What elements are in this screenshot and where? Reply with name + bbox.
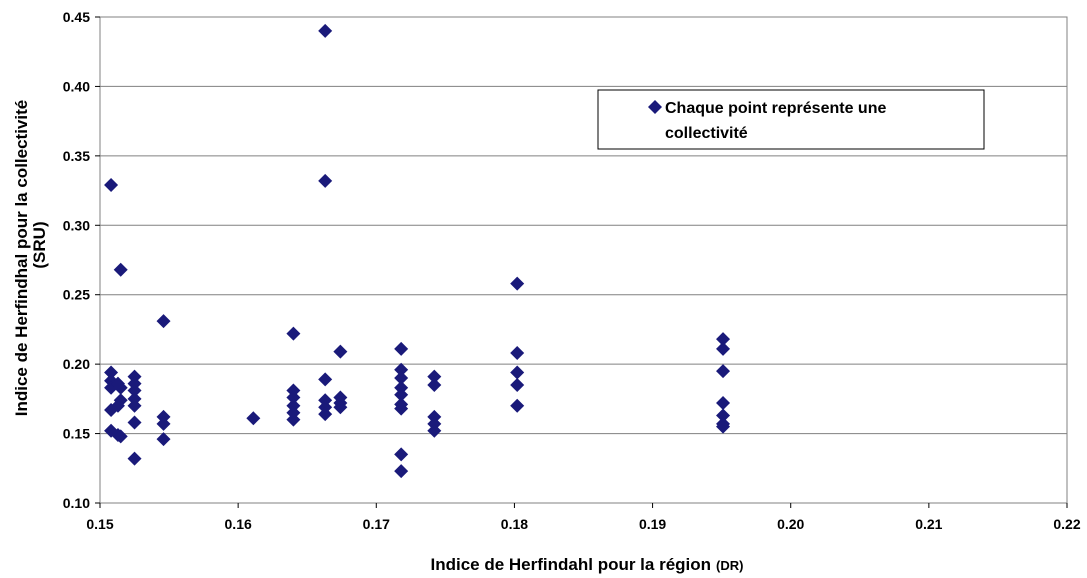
data-point: [510, 276, 525, 291]
data-point: [394, 341, 409, 356]
y-tick-label: 0.10: [63, 495, 90, 511]
x-tick-label: 0.19: [639, 516, 666, 532]
data-point: [127, 383, 142, 398]
data-point: [104, 178, 119, 193]
legend-label-line1: Chaque point représente une: [665, 100, 886, 117]
data-point: [510, 377, 525, 392]
data-point: [716, 364, 731, 379]
y-axis-title: Indice de Herfindhal pour la collectivit…: [12, 100, 49, 416]
y-tick-label: 0.35: [63, 148, 90, 164]
data-point: [394, 387, 409, 402]
y-tick-label: 0.40: [63, 78, 90, 94]
x-tick-label: 0.16: [225, 516, 252, 532]
data-point: [113, 393, 128, 408]
data-point: [394, 371, 409, 386]
data-point: [427, 377, 442, 392]
gridlines: [100, 16, 1067, 504]
data-point: [716, 419, 731, 434]
x-axis-title: Indice de Herfindahl pour la région (DR): [431, 555, 744, 574]
plot-area: [99, 16, 1068, 504]
data-point: [318, 23, 333, 38]
x-tick-label: 0.22: [1053, 516, 1080, 532]
data-point: [318, 173, 333, 188]
data-point: [127, 451, 142, 466]
data-point: [127, 398, 142, 413]
legend-box: [597, 89, 985, 150]
data-point: [156, 314, 171, 329]
x-tick-label: 0.20: [777, 516, 804, 532]
x-axis-ticks: 0.15 0.16 0.17 0.18 0.19 0.20 0.21 0.22: [86, 503, 1081, 532]
data-point: [113, 262, 128, 277]
data-point: [394, 464, 409, 479]
data-point: [427, 423, 442, 438]
y-axis-ticks: 0.10 0.15 0.20 0.25 0.30 0.35 0.40 0.45: [63, 9, 100, 511]
x-tick-label: 0.21: [915, 516, 942, 532]
legend: Chaque point représente une collectivité: [597, 89, 985, 150]
data-point: [127, 415, 142, 430]
x-axis-unit: (DR): [716, 558, 743, 573]
legend-label-line2: collectivité: [665, 125, 748, 142]
data-point: [286, 326, 301, 341]
y-tick-label: 0.30: [63, 217, 90, 233]
y-tick-label: 0.25: [63, 287, 90, 303]
data-point: [156, 432, 171, 447]
data-point: [156, 416, 171, 431]
y-axis-title-line2: (SRU): [30, 221, 49, 268]
y-tick-label: 0.15: [63, 426, 90, 442]
data-point: [318, 372, 333, 387]
data-point: [510, 365, 525, 380]
legend-marker: [648, 100, 662, 114]
data-point: [113, 429, 128, 444]
data-point: [333, 400, 348, 415]
data-point: [510, 398, 525, 413]
x-axis-title-text: Indice de Herfindahl pour la région: [431, 555, 712, 574]
x-tick-label: 0.15: [86, 516, 113, 532]
y-tick-label: 0.20: [63, 356, 90, 372]
data-point: [510, 346, 525, 361]
data-point: [113, 380, 128, 395]
data-point: [716, 332, 731, 347]
data-points: [104, 23, 731, 479]
y-axis-title-line1: Indice de Herfindhal pour la collectivit…: [12, 100, 31, 416]
data-point: [286, 390, 301, 405]
data-point: [394, 362, 409, 377]
data-point: [333, 344, 348, 359]
data-point: [104, 365, 119, 380]
data-point: [286, 412, 301, 427]
data-point: [394, 447, 409, 462]
data-point: [716, 341, 731, 356]
data-point: [394, 401, 409, 416]
data-point: [716, 396, 731, 411]
data-point: [427, 369, 442, 384]
x-tick-label: 0.17: [363, 516, 390, 532]
y-tick-label: 0.45: [63, 9, 90, 25]
data-point: [318, 407, 333, 422]
x-tick-label: 0.18: [501, 516, 528, 532]
data-point: [716, 408, 731, 423]
data-point: [246, 411, 261, 426]
